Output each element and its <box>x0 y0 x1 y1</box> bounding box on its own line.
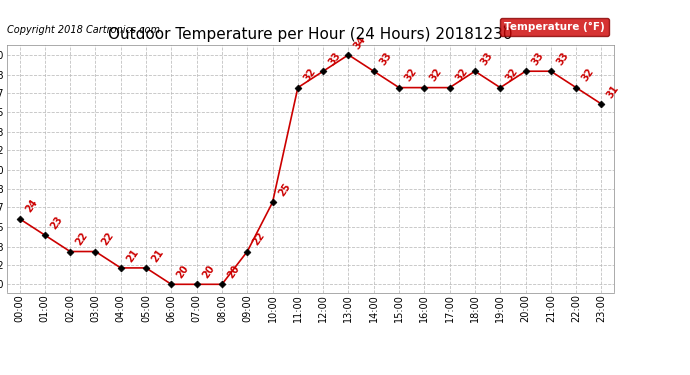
Title: Outdoor Temperature per Hour (24 Hours) 20181230: Outdoor Temperature per Hour (24 Hours) … <box>108 27 513 42</box>
Text: 32: 32 <box>428 67 444 84</box>
Text: 25: 25 <box>276 182 293 198</box>
Text: 31: 31 <box>605 83 621 100</box>
Text: 20: 20 <box>226 263 241 280</box>
Text: 22: 22 <box>74 231 90 248</box>
Text: 33: 33 <box>479 50 495 67</box>
Text: 32: 32 <box>580 67 596 84</box>
Text: 22: 22 <box>251 231 267 248</box>
Text: 32: 32 <box>453 67 469 84</box>
Text: 32: 32 <box>403 67 419 84</box>
Text: 33: 33 <box>327 50 343 67</box>
Legend: Temperature (°F): Temperature (°F) <box>500 18 609 36</box>
Text: 33: 33 <box>377 50 393 67</box>
Text: 33: 33 <box>555 50 571 67</box>
Text: 32: 32 <box>504 67 520 84</box>
Text: 21: 21 <box>125 247 141 264</box>
Text: 21: 21 <box>150 247 166 264</box>
Text: 23: 23 <box>48 214 65 231</box>
Text: Copyright 2018 Cartronics.com: Copyright 2018 Cartronics.com <box>7 25 160 35</box>
Text: 33: 33 <box>529 50 545 67</box>
Text: 32: 32 <box>302 67 317 84</box>
Text: 20: 20 <box>201 263 217 280</box>
Text: 20: 20 <box>175 263 191 280</box>
Text: 34: 34 <box>353 34 368 51</box>
Text: 24: 24 <box>23 198 39 214</box>
Text: 22: 22 <box>99 231 115 248</box>
